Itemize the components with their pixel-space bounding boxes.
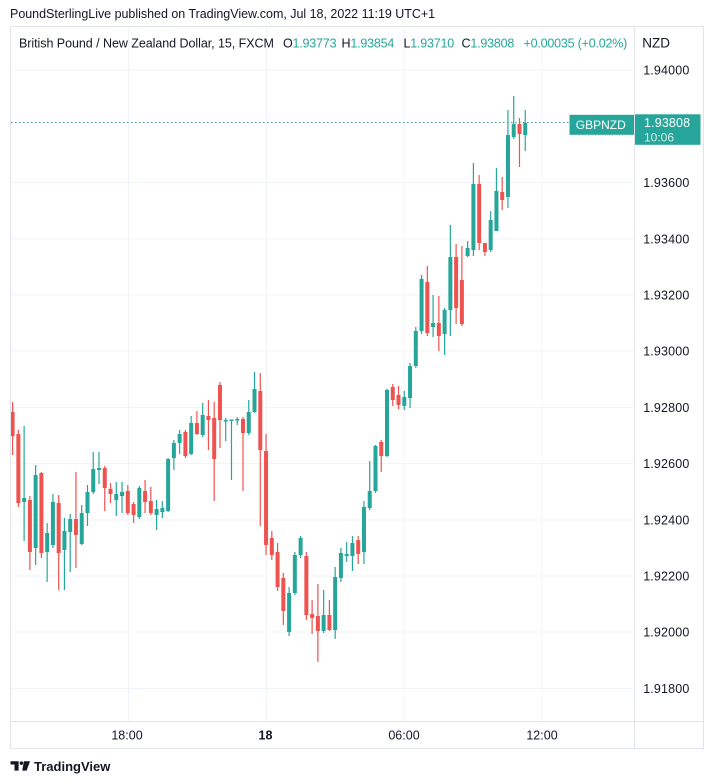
- svg-text:1.92000: 1.92000: [643, 626, 689, 640]
- svg-text:1.92200: 1.92200: [643, 570, 689, 584]
- svg-text:1.92400: 1.92400: [643, 513, 689, 527]
- svg-text:12:00: 12:00: [526, 729, 557, 743]
- svg-text:NZD: NZD: [642, 35, 670, 50]
- svg-text:1.94000: 1.94000: [643, 64, 689, 78]
- svg-text:18: 18: [259, 729, 273, 743]
- svg-text:TradingView: TradingView: [34, 759, 111, 774]
- svg-text:1.92800: 1.92800: [643, 401, 689, 415]
- svg-text:1.93400: 1.93400: [643, 232, 689, 246]
- svg-text:10:06: 10:06: [644, 130, 674, 144]
- svg-text:1.91800: 1.91800: [643, 682, 689, 696]
- svg-text:PoundSterlingLive published on: PoundSterlingLive published on TradingVi…: [10, 7, 435, 21]
- svg-text:06:00: 06:00: [388, 729, 419, 743]
- svg-text:British Pound / New Zealand Do: British Pound / New Zealand Dollar, 15, …: [19, 36, 274, 50]
- svg-text:GBPNZD: GBPNZD: [576, 118, 626, 132]
- svg-text:1.93200: 1.93200: [643, 289, 689, 303]
- svg-text:1.93000: 1.93000: [643, 345, 689, 359]
- svg-text:1.93808: 1.93808: [644, 116, 690, 130]
- svg-text:1.93600: 1.93600: [643, 176, 689, 190]
- svg-text:18:00: 18:00: [111, 729, 142, 743]
- svg-text:1.92600: 1.92600: [643, 457, 689, 471]
